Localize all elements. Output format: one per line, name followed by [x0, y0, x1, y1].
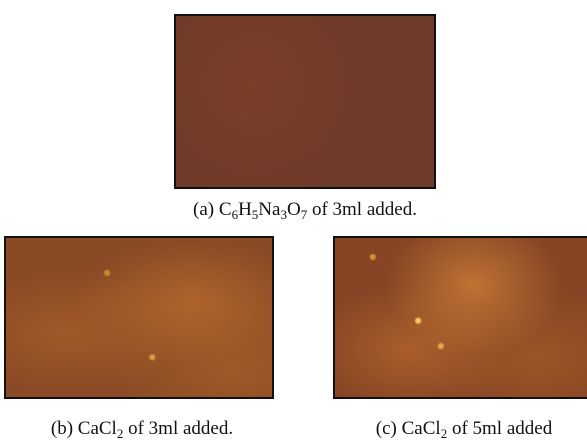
micrograph [333, 236, 587, 399]
micrograph [4, 236, 274, 399]
figure-page: (a) C6H5Na3O7 of 3ml added. (b) CaCl2 of… [0, 0, 587, 448]
micrograph [174, 14, 436, 189]
caption-text: (a) C [193, 199, 232, 220]
caption: (a) C6H5Na3O7 of 3ml added. [150, 199, 460, 221]
caption-text: (c) CaCl [376, 418, 441, 439]
caption-text: of 5ml added [447, 418, 552, 439]
caption-text: H [238, 199, 252, 220]
caption: (c) CaCl2 of 5ml added [334, 418, 587, 440]
caption-text: of 3ml added. [307, 199, 417, 220]
caption-text: O [287, 199, 301, 220]
caption-text: Na [258, 199, 280, 220]
caption-text: of 3ml added. [123, 418, 233, 439]
caption-text: (b) CaCl [51, 418, 117, 439]
caption: (b) CaCl2 of 3ml added. [0, 418, 284, 440]
